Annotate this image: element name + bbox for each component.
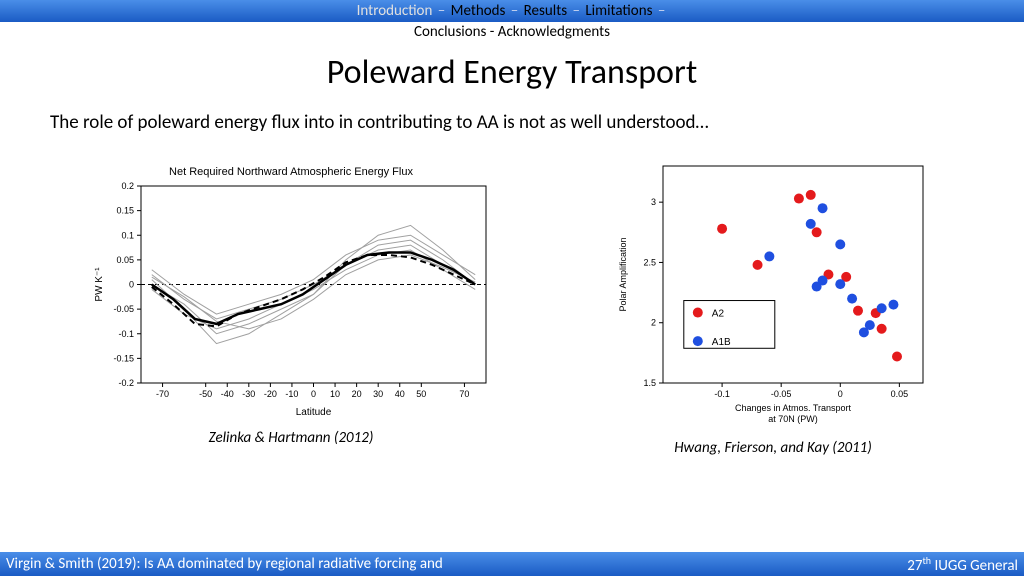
left-chart-block: Net Required Northward Atmospheric Energ… [86, 161, 496, 447]
svg-text:0.05: 0.05 [116, 255, 134, 265]
section-subheader: Conclusions - Acknowledgments [0, 22, 1024, 42]
svg-text:0.15: 0.15 [116, 205, 134, 215]
svg-text:-0.2: -0.2 [118, 378, 134, 388]
svg-text:A1B: A1B [712, 337, 731, 348]
section-header-bar: Introduction – Methods – Results – Limit… [0, 0, 1024, 22]
svg-text:0.05: 0.05 [891, 389, 909, 399]
svg-text:0: 0 [838, 389, 843, 399]
svg-text:-0.15: -0.15 [113, 353, 134, 363]
svg-text:2.5: 2.5 [643, 257, 656, 267]
svg-text:at 70N (PW): at 70N (PW) [768, 414, 818, 424]
section-limitations: Limitations [585, 2, 652, 20]
svg-text:2: 2 [651, 317, 656, 327]
svg-text:20: 20 [352, 389, 362, 399]
svg-text:1.5: 1.5 [643, 378, 656, 388]
svg-text:70: 70 [459, 389, 469, 399]
svg-text:-20: -20 [264, 389, 277, 399]
section-introduction: Introduction [357, 2, 433, 20]
body-paragraph: The role of poleward energy flux into in… [50, 111, 974, 136]
slide-title: Poleward Energy Transport [0, 52, 1024, 93]
left-chart-citation: Zelinka & Hartmann (2012) [209, 429, 374, 447]
svg-text:-30: -30 [242, 389, 255, 399]
right-chart-block: 1.5 2 2.5 3 -0.1 -0.05 0 0.05 A2 A1B Changes in At… [608, 151, 938, 457]
svg-text:10: 10 [330, 389, 340, 399]
svg-text:Net Required Northward Atmosph: Net Required Northward Atmospheric Energ… [169, 166, 413, 178]
svg-text:50: 50 [416, 389, 426, 399]
svg-text:-0.05: -0.05 [113, 304, 134, 314]
svg-text:0.2: 0.2 [121, 181, 134, 191]
scatter-chart-polar-amp: 1.5 2 2.5 3 -0.1 -0.05 0 0.05 A2 A1B Changes in At… [608, 151, 938, 431]
svg-text:PW K⁻¹: PW K⁻¹ [94, 266, 105, 301]
svg-text:-0.05: -0.05 [771, 389, 792, 399]
svg-text:-0.1: -0.1 [118, 328, 134, 338]
svg-text:Latitude: Latitude [296, 407, 332, 418]
svg-text:Polar Amplification: Polar Amplification [618, 237, 628, 311]
svg-text:-70: -70 [156, 389, 169, 399]
footer-bar: Virgin & Smith (2019): Is AA dominated b… [0, 552, 1024, 576]
svg-text:0.1: 0.1 [121, 230, 134, 240]
svg-text:30: 30 [373, 389, 383, 399]
right-chart-citation: Hwang, Frierson, and Kay (2011) [674, 439, 872, 457]
svg-text:-0.1: -0.1 [714, 389, 730, 399]
section-results: Results [524, 2, 567, 20]
svg-text:-50: -50 [199, 389, 212, 399]
charts-container: Net Required Northward Atmospheric Energ… [0, 151, 1024, 457]
footer-right-text: 27th IUGG General [907, 554, 1018, 575]
svg-text:-40: -40 [221, 389, 234, 399]
section-methods: Methods [451, 2, 506, 20]
svg-text:0: 0 [129, 279, 134, 289]
svg-text:40: 40 [395, 389, 405, 399]
line-chart-energy-flux: Net Required Northward Atmospheric Energ… [86, 161, 496, 421]
svg-text:-10: -10 [285, 389, 298, 399]
svg-text:A2: A2 [712, 308, 725, 319]
svg-text:0: 0 [311, 389, 316, 399]
footer-left-text: Virgin & Smith (2019): Is AA dominated b… [6, 555, 443, 573]
svg-text:3: 3 [651, 197, 656, 207]
svg-text:Changes in Atmos. Transport: Changes in Atmos. Transport [735, 403, 852, 413]
